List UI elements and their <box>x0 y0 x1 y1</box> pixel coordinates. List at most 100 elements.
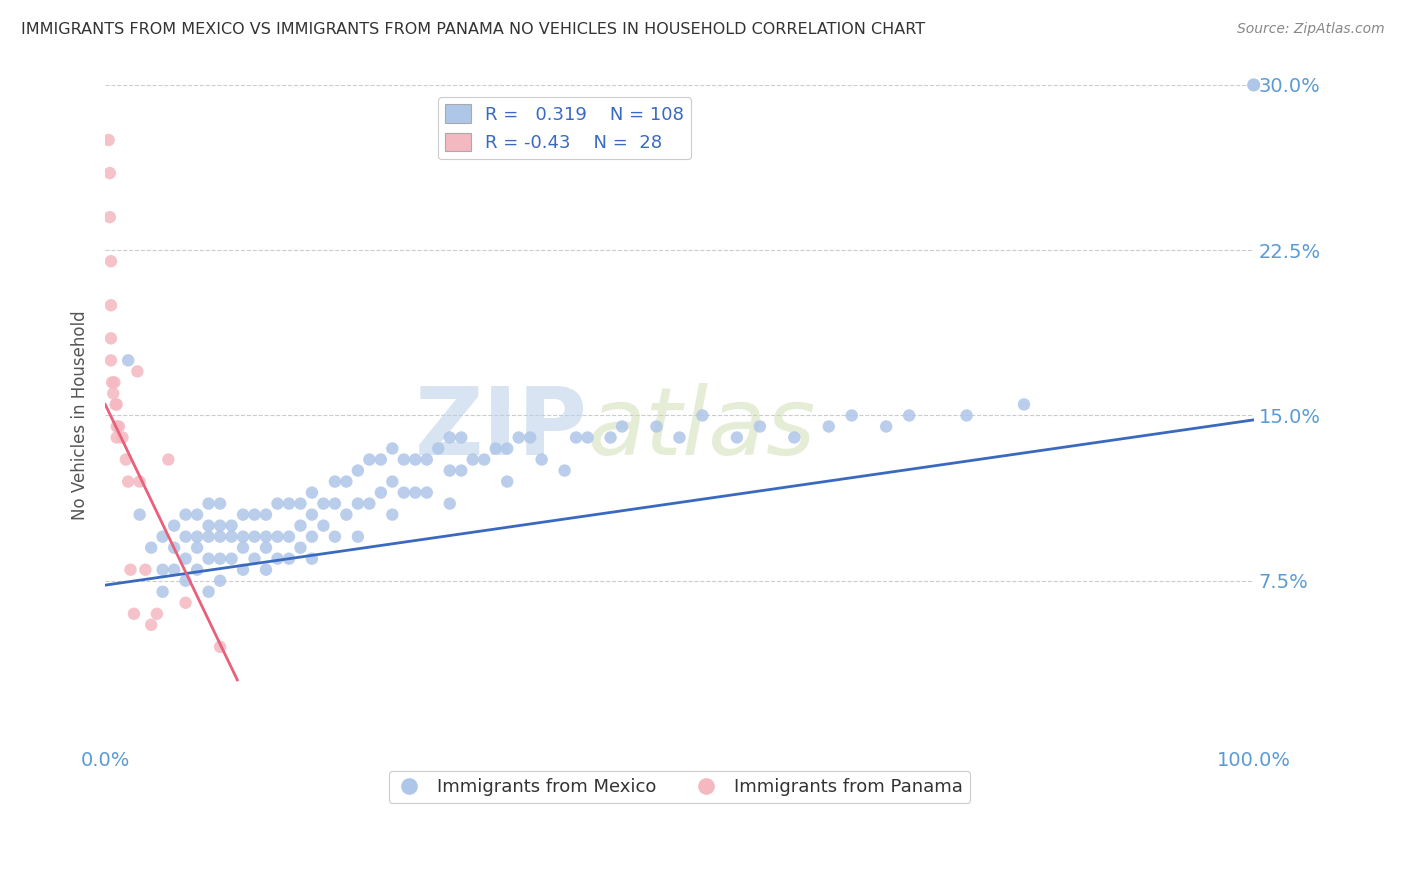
Point <box>141 617 163 632</box>
Point <box>209 574 232 588</box>
Point <box>104 397 127 411</box>
Point <box>197 530 219 544</box>
Point <box>134 563 156 577</box>
Point <box>197 518 219 533</box>
Point <box>243 551 266 566</box>
Point <box>404 485 426 500</box>
Point <box>347 497 370 511</box>
Point <box>103 376 125 390</box>
Point <box>186 530 208 544</box>
Point <box>392 485 415 500</box>
Point <box>817 419 839 434</box>
Point <box>232 508 254 522</box>
Point <box>146 607 169 621</box>
Point <box>565 430 588 444</box>
Point <box>197 497 219 511</box>
Point <box>152 530 174 544</box>
Point <box>254 508 277 522</box>
Point <box>692 409 714 423</box>
Point <box>209 640 232 654</box>
Point <box>359 497 381 511</box>
Point <box>100 331 122 345</box>
Point <box>392 452 415 467</box>
Point <box>278 530 301 544</box>
Point <box>266 497 288 511</box>
Point <box>111 430 134 444</box>
Point <box>221 530 243 544</box>
Point <box>530 452 553 467</box>
Point <box>105 419 128 434</box>
Point <box>174 551 197 566</box>
Point <box>100 298 122 312</box>
Point <box>323 530 346 544</box>
Point <box>97 133 120 147</box>
Point <box>174 508 197 522</box>
Point <box>108 419 131 434</box>
Point <box>496 475 519 489</box>
Point <box>209 497 232 511</box>
Point <box>115 452 138 467</box>
Point <box>461 452 484 467</box>
Point <box>576 430 599 444</box>
Point <box>312 518 335 533</box>
Point <box>875 419 897 434</box>
Point <box>323 475 346 489</box>
Point <box>100 353 122 368</box>
Point <box>163 518 186 533</box>
Point <box>186 508 208 522</box>
Point <box>243 530 266 544</box>
Point <box>1012 397 1035 411</box>
Point <box>301 530 323 544</box>
Point <box>105 430 128 444</box>
Point <box>359 452 381 467</box>
Point <box>197 551 219 566</box>
Point <box>209 518 232 533</box>
Point <box>508 430 530 444</box>
Text: ZIP: ZIP <box>415 383 588 475</box>
Point <box>221 551 243 566</box>
Point <box>485 442 508 456</box>
Point <box>370 452 392 467</box>
Point <box>645 419 668 434</box>
Point <box>232 530 254 544</box>
Point <box>427 442 450 456</box>
Point <box>841 409 863 423</box>
Point <box>301 485 323 500</box>
Point <box>221 518 243 533</box>
Point <box>290 518 312 533</box>
Point <box>152 584 174 599</box>
Point <box>381 475 404 489</box>
Point <box>127 364 149 378</box>
Point <box>519 430 541 444</box>
Point <box>347 530 370 544</box>
Point <box>100 254 122 268</box>
Point <box>416 485 439 500</box>
Point <box>254 530 277 544</box>
Point <box>381 508 404 522</box>
Point <box>323 497 346 511</box>
Point <box>725 430 748 444</box>
Text: Source: ZipAtlas.com: Source: ZipAtlas.com <box>1237 22 1385 37</box>
Point <box>157 452 180 467</box>
Point <box>1243 78 1265 92</box>
Point <box>163 563 186 577</box>
Point <box>174 574 197 588</box>
Point <box>301 508 323 522</box>
Point <box>439 430 461 444</box>
Point <box>404 452 426 467</box>
Point <box>163 541 186 555</box>
Point <box>209 551 232 566</box>
Point <box>748 419 770 434</box>
Point <box>290 541 312 555</box>
Point <box>266 551 288 566</box>
Point <box>312 497 335 511</box>
Point <box>120 563 142 577</box>
Legend: Immigrants from Mexico, Immigrants from Panama: Immigrants from Mexico, Immigrants from … <box>388 771 970 803</box>
Point <box>105 397 128 411</box>
Text: IMMIGRANTS FROM MEXICO VS IMMIGRANTS FROM PANAMA NO VEHICLES IN HOUSEHOLD CORREL: IMMIGRANTS FROM MEXICO VS IMMIGRANTS FRO… <box>21 22 925 37</box>
Point <box>301 551 323 566</box>
Point <box>152 563 174 577</box>
Point <box>472 452 495 467</box>
Point <box>278 497 301 511</box>
Point <box>381 442 404 456</box>
